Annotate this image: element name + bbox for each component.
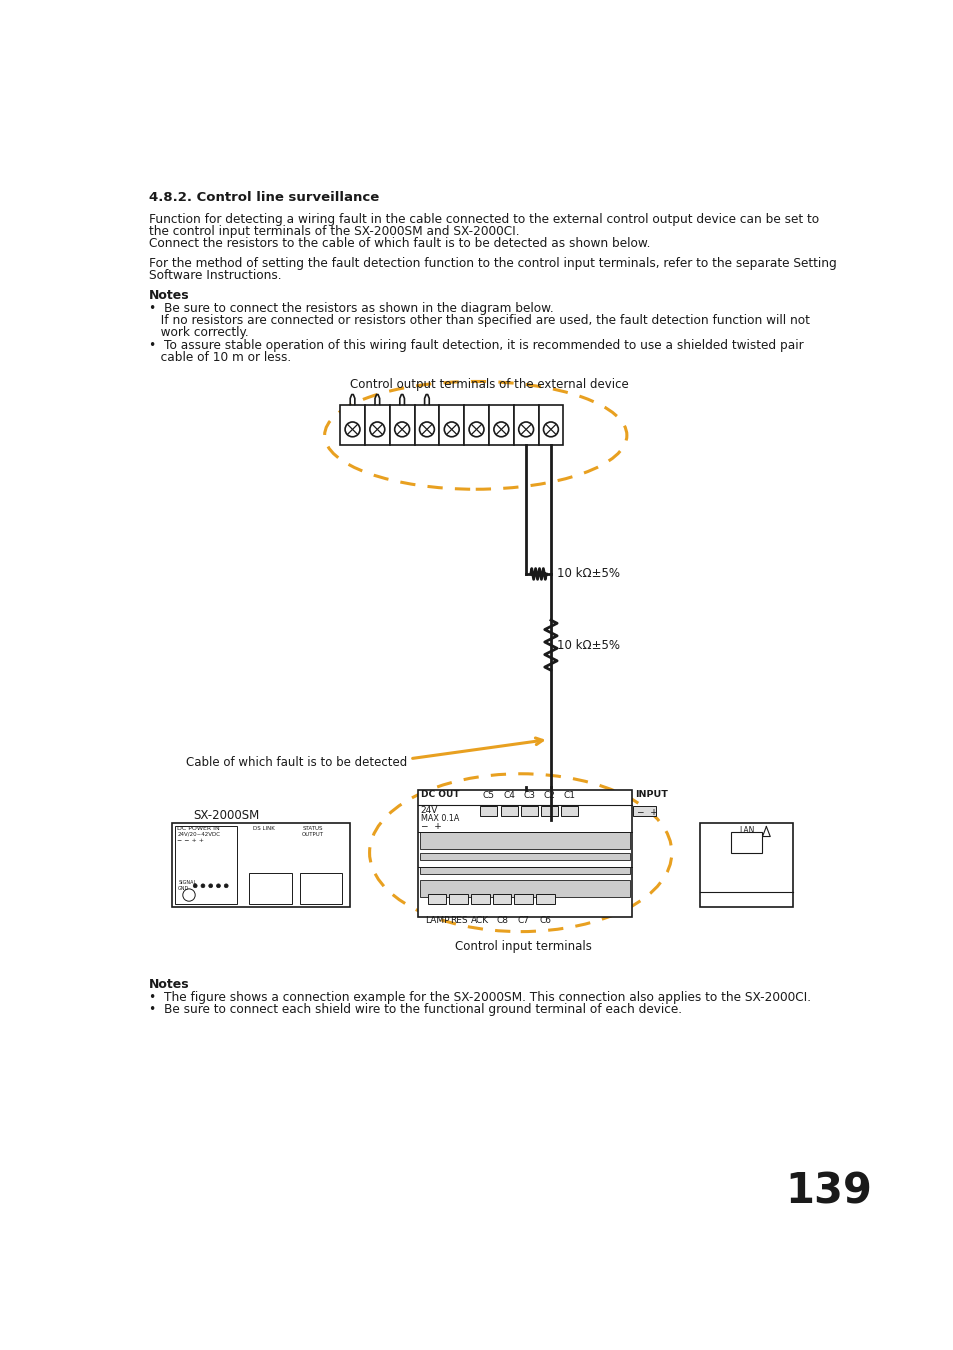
Bar <box>514 894 533 903</box>
Text: C2: C2 <box>543 791 555 801</box>
Text: •  To assure stable operation of this wiring fault detection, it is recommended : • To assure stable operation of this wir… <box>149 339 802 352</box>
Text: cable of 10 m or less.: cable of 10 m or less. <box>149 351 291 364</box>
Bar <box>700 822 793 907</box>
Bar <box>513 405 537 444</box>
Text: If no resistors are connected or resistors other than specified are used, the fa: If no resistors are connected or resisto… <box>149 313 809 327</box>
Text: INPUT: INPUT <box>635 790 667 799</box>
Bar <box>520 806 537 815</box>
Bar <box>419 853 629 860</box>
Bar <box>633 806 656 815</box>
Bar <box>249 873 292 905</box>
Text: Control input terminals: Control input terminals <box>455 940 591 953</box>
Circle shape <box>216 884 220 888</box>
Text: SIGNAL
GND: SIGNAL GND <box>178 880 196 891</box>
Text: •  Be sure to connect each shield wire to the functional ground terminal of each: • Be sure to connect each shield wire to… <box>149 1003 681 1017</box>
Text: Cable of which fault is to be detected: Cable of which fault is to be detected <box>185 756 406 770</box>
Text: •  Be sure to connect the resistors as shown in the diagram below.: • Be sure to connect the resistors as sh… <box>149 302 553 315</box>
Bar <box>540 806 558 815</box>
Text: •  The figure shows a connection example for the SX-2000SM. This connection also: • The figure shows a connection example … <box>149 991 810 1004</box>
Bar <box>419 880 629 898</box>
Bar <box>427 894 446 903</box>
Bar <box>439 405 464 444</box>
Bar <box>471 894 489 903</box>
Text: MAX 0.1A: MAX 0.1A <box>420 814 458 824</box>
Bar <box>419 832 629 849</box>
Text: 10 kΩ±5%: 10 kΩ±5% <box>557 567 619 580</box>
Text: C3: C3 <box>522 791 535 801</box>
Text: C4: C4 <box>502 791 515 801</box>
Bar <box>449 894 468 903</box>
Circle shape <box>209 884 213 888</box>
Bar <box>500 806 517 815</box>
Text: SX-2000SM: SX-2000SM <box>193 809 259 822</box>
Text: Software Instructions.: Software Instructions. <box>149 269 281 282</box>
Text: 4.8.2. Control line surveillance: 4.8.2. Control line surveillance <box>149 192 378 204</box>
Text: STATUS: STATUS <box>302 826 322 830</box>
Bar <box>480 806 497 815</box>
Text: C1: C1 <box>563 791 575 801</box>
Text: 10 kΩ±5%: 10 kΩ±5% <box>557 639 619 652</box>
Text: Notes: Notes <box>149 979 189 991</box>
Bar <box>488 405 513 444</box>
Bar <box>537 405 562 444</box>
Text: Notes: Notes <box>149 289 189 301</box>
Text: LAMP: LAMP <box>424 915 449 925</box>
Text: 24V: 24V <box>420 806 437 815</box>
Text: − − + +: − − + + <box>177 838 204 842</box>
Bar <box>464 405 488 444</box>
Text: 139: 139 <box>785 1170 872 1212</box>
Bar <box>390 405 415 444</box>
Text: work correctly.: work correctly. <box>149 325 248 339</box>
Text: DC OUT: DC OUT <box>420 790 458 799</box>
Bar <box>419 867 629 875</box>
Text: For the method of setting the fault detection function to the control input term: For the method of setting the fault dete… <box>149 256 836 270</box>
Text: C5: C5 <box>482 791 495 801</box>
Bar <box>560 806 578 815</box>
Text: 24V/20~42VDC: 24V/20~42VDC <box>177 832 220 837</box>
Text: DC POWER IN: DC POWER IN <box>177 826 220 830</box>
Text: Function for detecting a wiring fault in the cable connected to the external con: Function for detecting a wiring fault in… <box>149 213 818 225</box>
Text: −  +: − + <box>420 822 441 830</box>
Text: RES: RES <box>450 915 467 925</box>
Text: DS LINK: DS LINK <box>253 826 274 830</box>
Text: C6: C6 <box>539 915 551 925</box>
Text: the control input terminals of the SX-2000SM and SX-2000CI.: the control input terminals of the SX-20… <box>149 224 518 238</box>
Text: −  +: − + <box>637 809 657 817</box>
Text: ACK: ACK <box>471 915 489 925</box>
Bar <box>299 873 342 905</box>
Text: C7: C7 <box>517 915 529 925</box>
Circle shape <box>193 884 197 888</box>
Bar <box>174 826 236 904</box>
Text: Connect the resistors to the cable of which fault is to be detected as shown bel: Connect the resistors to the cable of wh… <box>149 236 649 250</box>
Text: Control output terminals of the external device: Control output terminals of the external… <box>349 378 628 392</box>
Circle shape <box>201 884 205 888</box>
Text: C8: C8 <box>496 915 508 925</box>
Bar <box>731 832 761 853</box>
Bar <box>340 405 365 444</box>
Circle shape <box>224 884 228 888</box>
Bar <box>172 822 350 907</box>
Bar <box>493 894 511 903</box>
Bar <box>536 894 555 903</box>
Text: OUTPUT: OUTPUT <box>302 832 324 837</box>
Bar <box>418 790 631 917</box>
Bar <box>415 405 439 444</box>
Bar <box>365 405 390 444</box>
Text: LAN: LAN <box>739 826 754 834</box>
